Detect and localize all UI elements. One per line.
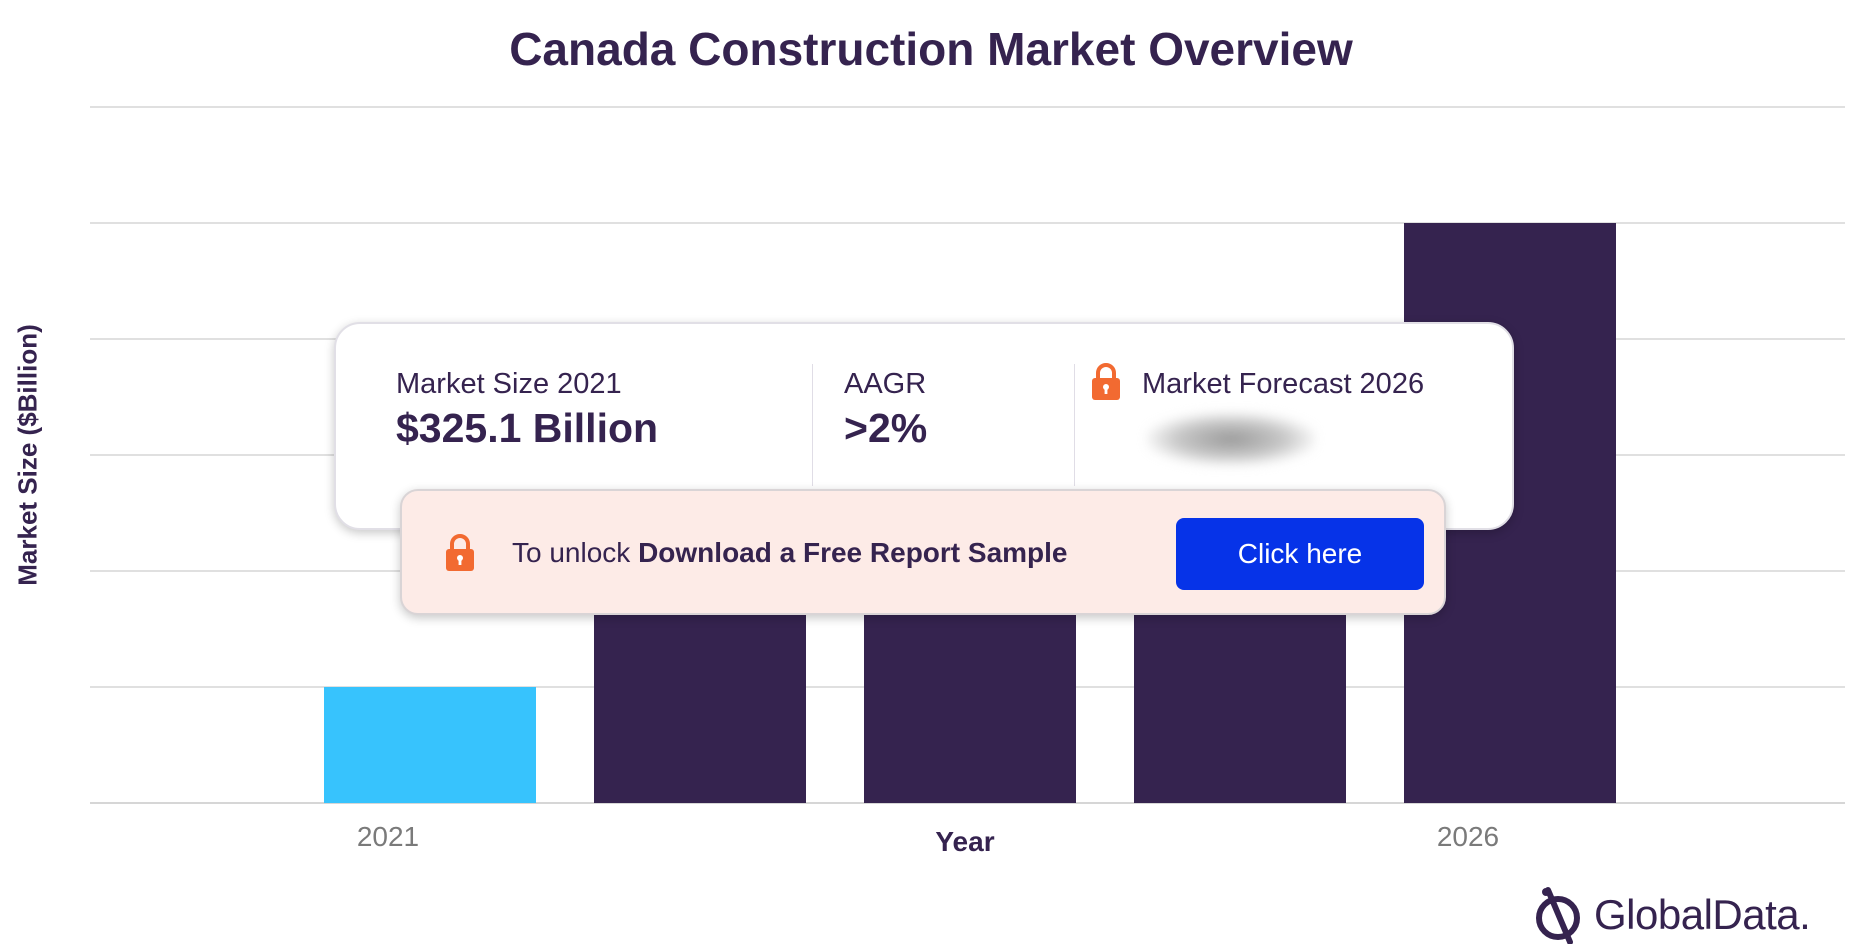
forecast-metric: Market Forecast 2026 bbox=[1142, 368, 1424, 401]
y-axis-label: Market Size ($Billion) bbox=[12, 324, 43, 586]
unlock-message: To unlock Download a Free Report Sample bbox=[512, 537, 1068, 569]
logo-text: GlobalData. bbox=[1594, 891, 1811, 938]
lock-icon bbox=[446, 534, 474, 571]
x-tick-labels: 2021 2026 bbox=[357, 821, 1499, 852]
aagr-label: AAGR bbox=[844, 368, 927, 400]
market-size-label: Market Size 2021 bbox=[396, 368, 622, 400]
x-axis-label: Year bbox=[935, 826, 995, 857]
unlock-offer-text: Download a Free Report Sample bbox=[638, 537, 1068, 568]
market-size-metric: Market Size 2021 $325.1 Billion bbox=[396, 368, 658, 452]
divider bbox=[1074, 364, 1075, 486]
market-size-value: $325.1 Billion bbox=[396, 405, 659, 451]
divider bbox=[812, 364, 813, 486]
aagr-value: >2% bbox=[844, 405, 928, 451]
chart-title: Canada Construction Market Overview bbox=[509, 23, 1353, 75]
bar-2021 bbox=[324, 687, 536, 803]
lock-icon bbox=[1092, 363, 1120, 400]
x-tick-label: 2026 bbox=[1437, 821, 1499, 852]
forecast-label: Market Forecast 2026 bbox=[1142, 368, 1425, 400]
globaldata-logo: GlobalData. bbox=[1534, 886, 1811, 944]
globaldata-logo-icon bbox=[1536, 887, 1580, 944]
unlock-prefix: To unlock bbox=[512, 537, 639, 568]
x-tick-label: 2021 bbox=[357, 821, 419, 852]
unlock-banner: To unlock Download a Free Report Sample … bbox=[400, 489, 1446, 615]
click-here-button[interactable]: Click here bbox=[1176, 518, 1424, 590]
blurred-forecast-value bbox=[1146, 412, 1316, 466]
aagr-metric: AAGR >2% bbox=[844, 368, 927, 452]
bars bbox=[324, 223, 1616, 803]
